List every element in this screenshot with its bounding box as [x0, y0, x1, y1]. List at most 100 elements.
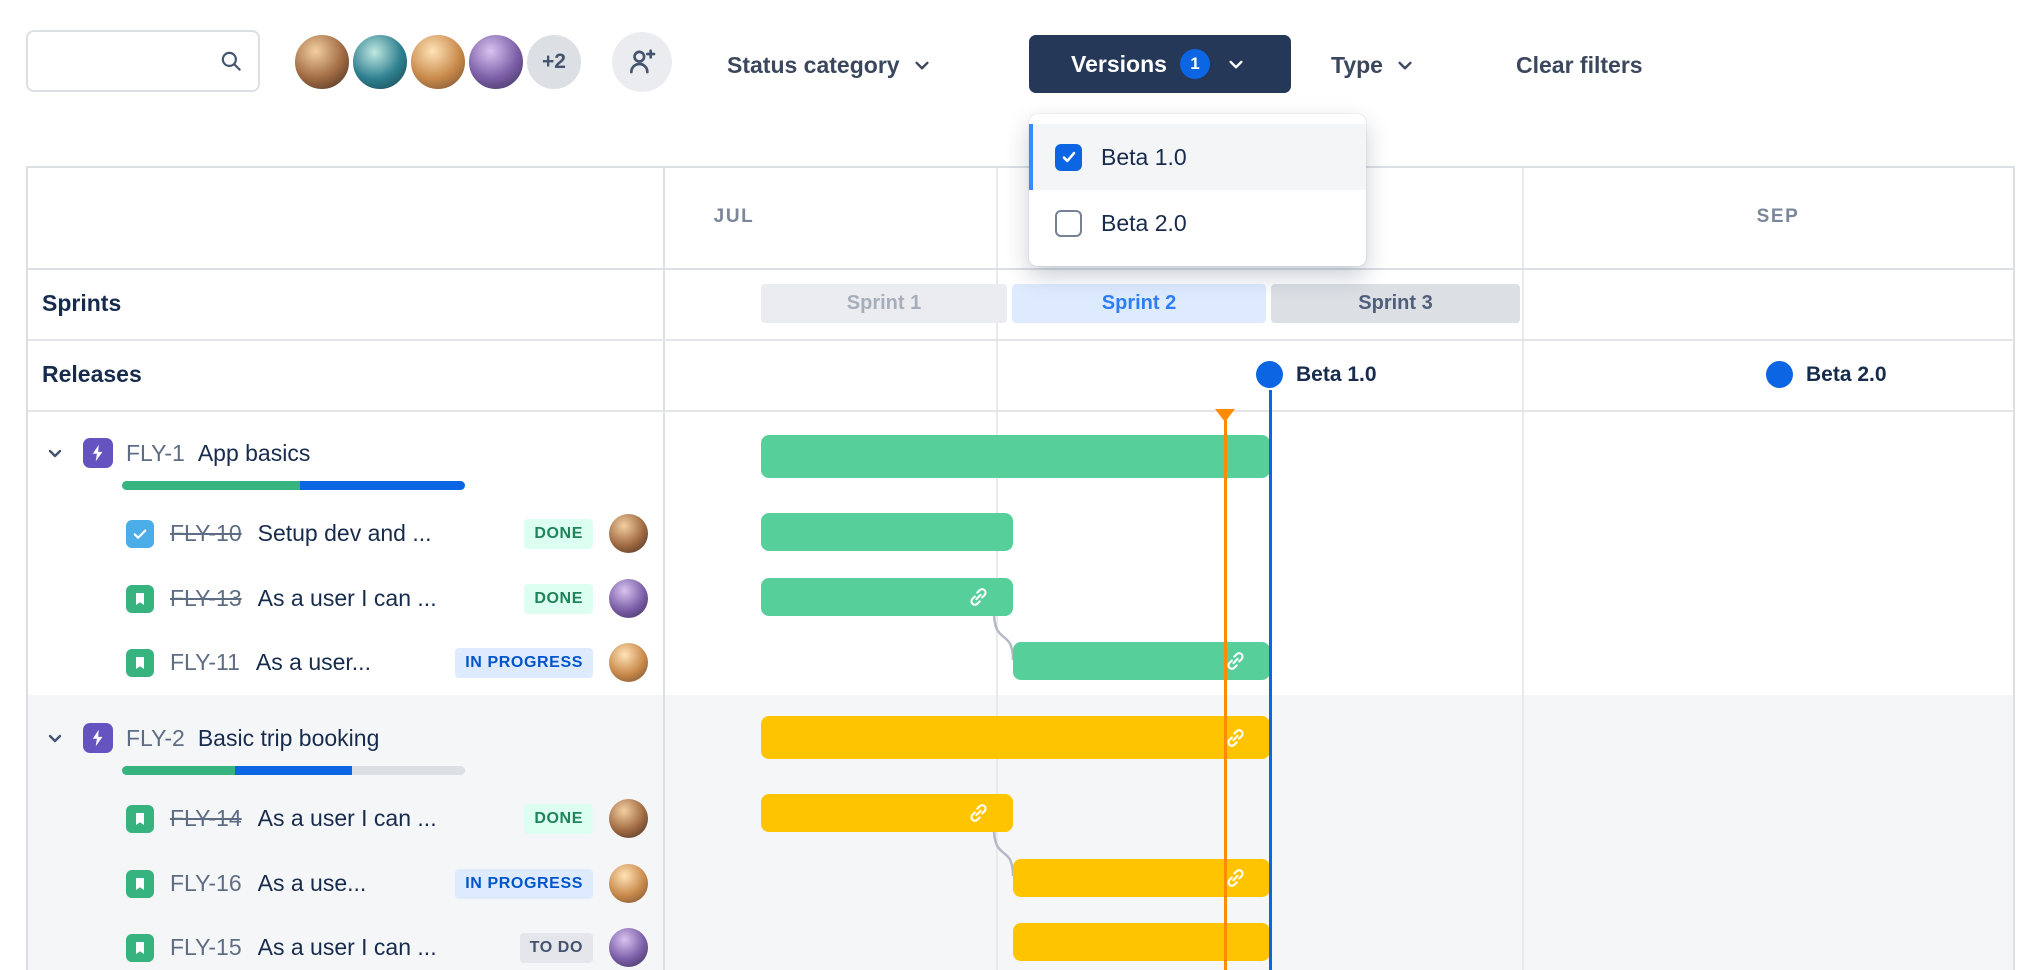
status-badge: DONE — [524, 583, 593, 614]
chevron-down-icon — [1398, 61, 1412, 70]
avatar[interactable] — [466, 32, 526, 92]
row-divider — [28, 410, 2013, 412]
issue-title: Basic trip booking — [197, 724, 380, 751]
chevron-down-icon — [48, 449, 62, 458]
assignee-avatar — [609, 579, 648, 618]
issue-key: FLY-11 — [170, 649, 240, 675]
filter-versions-label: Versions — [1071, 50, 1167, 77]
task-icon — [126, 519, 154, 548]
today-line — [1224, 420, 1227, 970]
today-marker-icon — [1215, 409, 1235, 422]
issue-key: FLY-16 — [170, 870, 242, 896]
issue-key: FLY-1 — [126, 439, 185, 466]
issue-key: FLY-13 — [170, 585, 242, 611]
epic-row-fly-1[interactable]: FLY-1 App basics — [28, 410, 663, 501]
search-box[interactable] — [26, 30, 260, 92]
search-input[interactable] — [42, 48, 218, 74]
checkbox-checked-icon[interactable] — [1055, 143, 1082, 171]
link-icon — [1227, 652, 1244, 670]
focus-indicator — [1029, 124, 1033, 190]
expand-chevron-button[interactable] — [40, 723, 70, 753]
assignee-avatar — [609, 799, 648, 838]
timeline-bar-fly-10[interactable] — [761, 513, 1013, 551]
timeline-bar-fly-2[interactable] — [761, 716, 1270, 759]
issue-title: As a user I can ... — [257, 934, 437, 960]
issue-row-fly-16[interactable]: FLY-16 As a use... IN PROGRESS — [28, 851, 663, 916]
versions-dropdown-menu: Beta 1.0 Beta 2.0 — [1029, 114, 1366, 266]
dropdown-option-label: Beta 1.0 — [1101, 143, 1187, 170]
timeline-bar-fly-16[interactable] — [1013, 859, 1270, 897]
issue-row-fly-14[interactable]: FLY-14 As a user I can ... DONE — [28, 786, 663, 851]
month-label: SEP — [1756, 206, 1800, 227]
epic-icon — [83, 723, 113, 753]
avatar[interactable] — [408, 32, 468, 92]
timeline-bar-fly-13[interactable] — [761, 578, 1013, 616]
filter-status-category[interactable]: Status category — [727, 36, 935, 94]
assignee-avatar — [609, 643, 648, 682]
release-label: Beta 2.0 — [1806, 362, 1887, 386]
filter-versions-button[interactable]: Versions 1 — [1029, 35, 1291, 93]
add-person-icon — [630, 49, 656, 74]
issue-title: As a user I can ... — [257, 805, 437, 831]
panel-timeline-divider — [663, 168, 665, 970]
release-label: Beta 1.0 — [1296, 362, 1377, 386]
status-badge: IN PROGRESS — [455, 647, 593, 678]
dropdown-option-beta-2[interactable]: Beta 2.0 — [1029, 190, 1366, 256]
filter-type-label: Type — [1331, 51, 1383, 78]
assignee-avatar — [609, 864, 648, 903]
issue-title: As a use... — [257, 870, 367, 896]
epic-progress-bar — [122, 766, 465, 775]
epic-row-fly-2[interactable]: FLY-2 Basic trip booking — [28, 695, 663, 786]
assignee-avatar — [609, 928, 648, 967]
story-icon — [126, 584, 154, 613]
issue-row-fly-10[interactable]: FLY-10 Setup dev and ... DONE — [28, 501, 663, 566]
checkbox-unchecked-icon[interactable] — [1055, 209, 1082, 237]
issue-row-fly-13[interactable]: FLY-13 As a user I can ... DONE — [28, 566, 663, 631]
story-icon — [126, 869, 154, 898]
release-marker-beta-2[interactable]: Beta 2.0 — [1766, 361, 1887, 388]
expand-chevron-button[interactable] — [40, 438, 70, 468]
issue-title: As a user... — [255, 649, 371, 675]
timeline-bar-fly-11[interactable] — [1013, 642, 1270, 680]
filter-status-category-label: Status category — [727, 51, 900, 78]
status-badge: IN PROGRESS — [455, 868, 593, 899]
issue-title: App basics — [197, 439, 311, 466]
link-icon — [1227, 869, 1244, 887]
link-icon — [1227, 728, 1244, 747]
issue-key: FLY-2 — [126, 724, 185, 751]
timeline-board: JUL SEP Sprints Releases Sprint 1 Sprint… — [26, 166, 2015, 970]
issue-row-fly-11[interactable]: FLY-11 As a user... IN PROGRESS — [28, 630, 663, 695]
dropdown-option-beta-1[interactable]: Beta 1.0 — [1029, 124, 1366, 190]
dropdown-option-label: Beta 2.0 — [1101, 209, 1187, 236]
timeline-bar-fly-15[interactable] — [1013, 923, 1270, 961]
chevron-down-icon — [1229, 60, 1243, 69]
sprint-chip-3: Sprint 3 — [1271, 284, 1520, 323]
release-dot-icon — [1256, 361, 1283, 388]
avatar[interactable] — [350, 32, 410, 92]
story-icon — [126, 933, 154, 962]
release-marker-beta-1[interactable]: Beta 1.0 — [1256, 361, 1377, 388]
status-badge: DONE — [524, 518, 593, 549]
issue-key: FLY-15 — [170, 934, 242, 960]
chevron-down-icon — [48, 734, 62, 743]
row-divider — [28, 339, 2013, 341]
timeline-bar-fly-14[interactable] — [761, 794, 1013, 832]
avatar[interactable] — [292, 32, 352, 92]
clear-filters-button[interactable]: Clear filters — [1516, 36, 1643, 94]
avatar-overflow-count[interactable]: +2 — [524, 32, 584, 92]
sprint-chip-2: Sprint 2 — [1012, 284, 1266, 323]
sprint-chip-1: Sprint 1 — [761, 284, 1007, 323]
story-icon — [126, 804, 154, 833]
link-icon — [970, 804, 987, 822]
issue-title: As a user I can ... — [257, 585, 437, 611]
release-line-beta-1 — [1269, 390, 1272, 970]
versions-count-badge: 1 — [1179, 49, 1210, 79]
filter-type[interactable]: Type — [1331, 36, 1418, 94]
issue-key: FLY-10 — [170, 520, 242, 546]
status-badge: DONE — [524, 803, 593, 834]
header-divider — [28, 268, 2013, 270]
sprints-row-label: Sprints — [42, 290, 122, 316]
timeline-bar-fly-1[interactable] — [761, 435, 1270, 478]
add-person-button[interactable] — [612, 32, 672, 92]
issue-row-fly-15[interactable]: FLY-15 As a user I can ... TO DO — [28, 915, 663, 970]
